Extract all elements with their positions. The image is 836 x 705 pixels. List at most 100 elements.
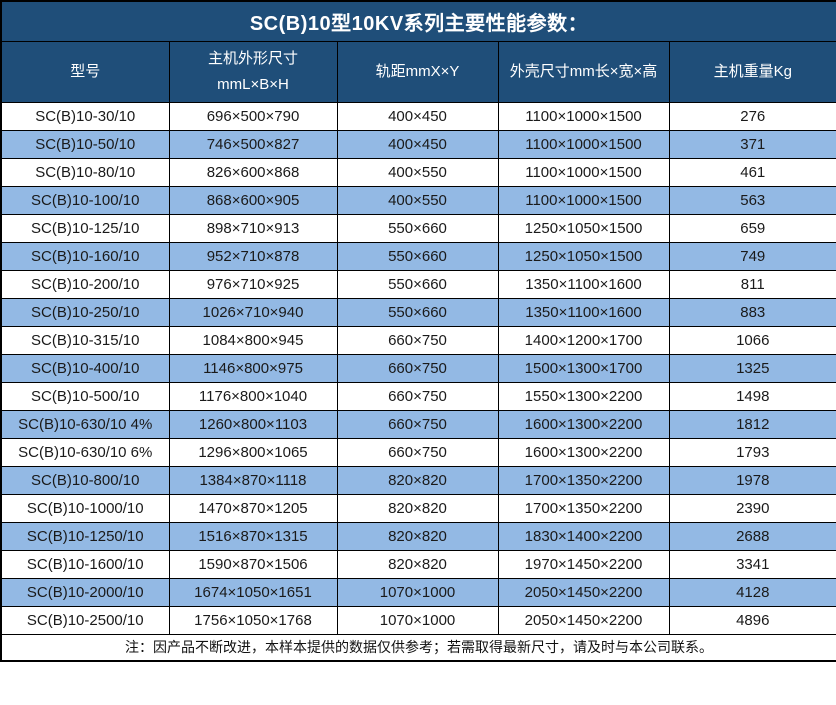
table-cell: 1978 xyxy=(668,465,836,495)
table-cell: 1400×1200×1700 xyxy=(497,325,670,355)
table-cell: SC(B)10-2000/10 xyxy=(0,577,170,607)
table-cell: 1100×1000×1500 xyxy=(497,185,670,215)
table-row: SC(B)10-1600/10 1590×870×1506 820×820 1970×… xyxy=(0,549,836,579)
table-cell: 2050×1450×2200 xyxy=(497,577,670,607)
column-header: 外壳尺寸mm长×宽×高 xyxy=(497,40,670,103)
table-cell: SC(B)10-50/10 xyxy=(0,129,170,159)
column-header: 主机重量Kg xyxy=(668,40,836,103)
table-cell: 400×550 xyxy=(336,157,499,187)
title-row: SC(B)10型10KV系列主要性能参数： xyxy=(0,0,836,42)
spec-table: SC(B)10型10KV系列主要性能参数： 型号 主机外形尺寸 mmL×B×H 轨距… xyxy=(0,0,836,662)
table-cell: SC(B)10-125/10 xyxy=(0,213,170,243)
table-cell: 820×820 xyxy=(336,549,499,579)
table-cell: 660×750 xyxy=(336,381,499,411)
table-row: SC(B)10-800/10 1384×870×1118 820×820 1700×1… xyxy=(0,465,836,495)
table-cell: 1325 xyxy=(668,353,836,383)
table-cell: 550×660 xyxy=(336,297,499,327)
table-cell: 1066 xyxy=(668,325,836,355)
table-cell: 1470×870×1205 xyxy=(168,493,338,523)
table-row: SC(B)10-125/10 898×710×913 550×660 1250×105… xyxy=(0,213,836,243)
table-cell: 400×450 xyxy=(336,101,499,131)
table-cell: 2050×1450×2200 xyxy=(497,605,670,635)
table-row: SC(B)10-400/10 1146×800×975 660×750 1500×13… xyxy=(0,353,836,383)
table-cell: 820×820 xyxy=(336,493,499,523)
table-cell: 811 xyxy=(668,269,836,299)
table-cell: 1384×870×1118 xyxy=(168,465,338,495)
table-cell: 746×500×827 xyxy=(168,129,338,159)
table-cell: 400×450 xyxy=(336,129,499,159)
table-row: SC(B)10-160/10 952×710×878 550×660 1250×105… xyxy=(0,241,836,271)
table-cell: 1600×1300×2200 xyxy=(497,409,670,439)
table-cell: 1176×800×1040 xyxy=(168,381,338,411)
column-header-row: 型号 主机外形尺寸 mmL×B×H 轨距mmX×Y 外壳尺寸mm长×宽×高 主机重量Kg xyxy=(0,40,836,103)
table-row: SC(B)10-30/10 696×500×790 400×450 1100×1000… xyxy=(0,101,836,131)
table-cell: 1084×800×945 xyxy=(168,325,338,355)
table-cell: 1146×800×975 xyxy=(168,353,338,383)
table-cell: 1674×1050×1651 xyxy=(168,577,338,607)
table-foot: 注：因产品不断改进，本样本提供的数据仅供参考；若需取得最新尺寸，请及时与本公司联… xyxy=(0,633,836,662)
table-row: SC(B)10-2000/10 1674×1050×1651 1070×1000 20… xyxy=(0,577,836,607)
table-row: SC(B)10-80/10 826×600×868 400×550 1100×1000… xyxy=(0,157,836,187)
table-cell: SC(B)10-30/10 xyxy=(0,101,170,131)
table-cell: 1250×1050×1500 xyxy=(497,213,670,243)
table-cell: 1026×710×940 xyxy=(168,297,338,327)
note-row: 注：因产品不断改进，本样本提供的数据仅供参考；若需取得最新尺寸，请及时与本公司联… xyxy=(0,633,836,662)
table-cell: 660×750 xyxy=(336,325,499,355)
table-cell: 826×600×868 xyxy=(168,157,338,187)
table-cell: 1550×1300×2200 xyxy=(497,381,670,411)
table-cell: 371 xyxy=(668,129,836,159)
table-cell: 1250×1050×1500 xyxy=(497,241,670,271)
table-cell: 820×820 xyxy=(336,521,499,551)
table-cell: 1516×870×1315 xyxy=(168,521,338,551)
table-cell: 2390 xyxy=(668,493,836,523)
table-cell: SC(B)10-630/10 4% xyxy=(0,409,170,439)
table-cell: SC(B)10-160/10 xyxy=(0,241,170,271)
table-cell: 1350×1100×1600 xyxy=(497,269,670,299)
table-cell: 1100×1000×1500 xyxy=(497,157,670,187)
table-cell: SC(B)10-100/10 xyxy=(0,185,170,215)
table-cell: 660×750 xyxy=(336,353,499,383)
table-cell: 1498 xyxy=(668,381,836,411)
table-cell: 1830×1400×2200 xyxy=(497,521,670,551)
table-cell: 1070×1000 xyxy=(336,577,499,607)
table-cell: SC(B)10-250/10 xyxy=(0,297,170,327)
table-row: SC(B)10-50/10 746×500×827 400×450 1100×1000… xyxy=(0,129,836,159)
table-cell: SC(B)10-315/10 xyxy=(0,325,170,355)
table-row: SC(B)10-315/10 1084×800×945 660×750 1400×12… xyxy=(0,325,836,355)
table-head: SC(B)10型10KV系列主要性能参数： 型号 主机外形尺寸 mmL×B×H 轨距… xyxy=(0,0,836,103)
table-cell: 1070×1000 xyxy=(336,605,499,635)
table-row: SC(B)10-1000/10 1470×870×1205 820×820 1700×… xyxy=(0,493,836,523)
table-cell: 976×710×925 xyxy=(168,269,338,299)
table-cell: 660×750 xyxy=(336,437,499,467)
table-row: SC(B)10-630/10 4% 1260×800×1103 660×750 160… xyxy=(0,409,836,439)
table-cell: 1756×1050×1768 xyxy=(168,605,338,635)
table-cell: SC(B)10-2500/10 xyxy=(0,605,170,635)
table-cell: 820×820 xyxy=(336,465,499,495)
table-cell: 3341 xyxy=(668,549,836,579)
table-cell: 4128 xyxy=(668,577,836,607)
table-cell: 952×710×878 xyxy=(168,241,338,271)
table-cell: 1600×1300×2200 xyxy=(497,437,670,467)
table-row: SC(B)10-500/10 1176×800×1040 660×750 1550×1… xyxy=(0,381,836,411)
table-cell: SC(B)10-200/10 xyxy=(0,269,170,299)
table-cell: 1793 xyxy=(668,437,836,467)
table-cell: 1500×1300×1700 xyxy=(497,353,670,383)
table-cell: 883 xyxy=(668,297,836,327)
table-cell: 660×750 xyxy=(336,409,499,439)
table-row: SC(B)10-2500/10 1756×1050×1768 1070×1000 20… xyxy=(0,605,836,635)
table-cell: 1590×870×1506 xyxy=(168,549,338,579)
table-cell: 461 xyxy=(668,157,836,187)
table-cell: 2688 xyxy=(668,521,836,551)
table-cell: 550×660 xyxy=(336,269,499,299)
table-cell: 659 xyxy=(668,213,836,243)
table-cell: 1700×1350×2200 xyxy=(497,465,670,495)
table-cell: SC(B)10-630/10 6% xyxy=(0,437,170,467)
table-cell: SC(B)10-1600/10 xyxy=(0,549,170,579)
table-cell: 749 xyxy=(668,241,836,271)
table-cell: SC(B)10-500/10 xyxy=(0,381,170,411)
table-cell: 696×500×790 xyxy=(168,101,338,131)
table-cell: 276 xyxy=(668,101,836,131)
table-row: SC(B)10-250/10 1026×710×940 550×660 1350×11… xyxy=(0,297,836,327)
table-row: SC(B)10-200/10 976×710×925 550×660 1350×110… xyxy=(0,269,836,299)
